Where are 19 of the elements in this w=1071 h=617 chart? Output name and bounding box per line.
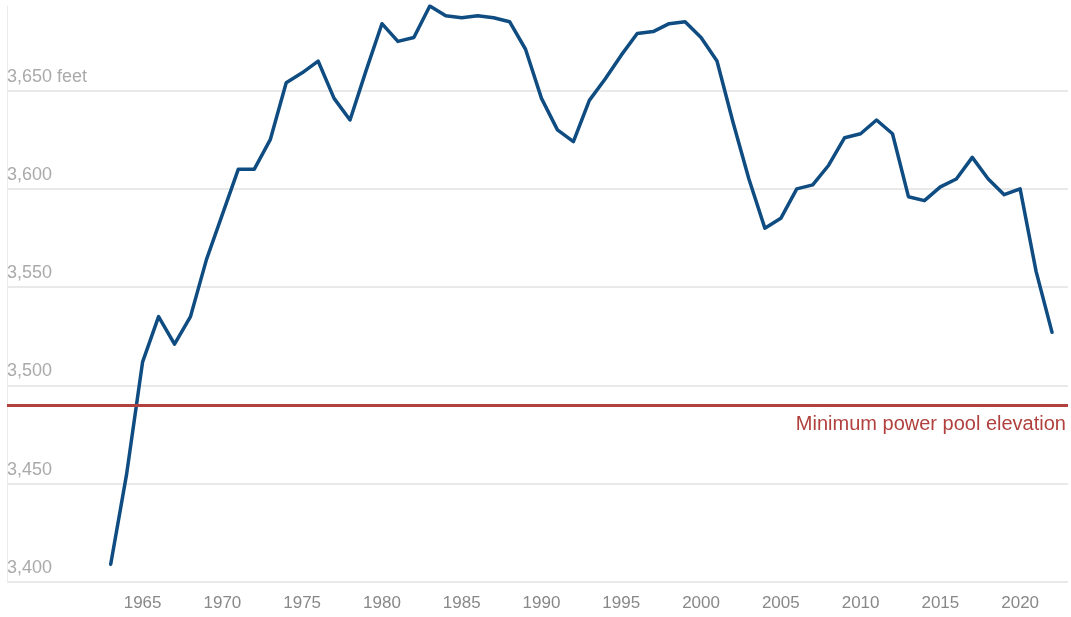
y-tick-label: 3,650 feet [7,65,88,86]
x-tick-label: 2010 [841,593,880,612]
y-tick-label: 3,550 [7,262,53,283]
x-tick-label: 2000 [682,593,720,612]
x-tick-label: 1980 [363,593,401,612]
x-tick-label: 2020 [1001,593,1040,612]
y-tick-label: 3,500 [7,360,53,381]
y-tick-label: 3,450 [7,458,53,479]
y-tick-label: 3,400 [7,557,53,577]
x-tick-label: 1970 [203,593,242,612]
y-tick-label: 3,600 [7,163,53,184]
x-tick-label: 1990 [522,593,561,612]
x-tick-label: 2005 [761,593,800,612]
x-tick-label: 1975 [283,593,322,612]
x-tick-label: 1965 [123,593,162,612]
x-tick-label: 2015 [921,593,960,612]
ref-line-label: Minimum power pool elevation [795,412,1066,435]
x-tick-label: 1995 [602,593,641,612]
x-tick-label: 1985 [442,593,481,612]
